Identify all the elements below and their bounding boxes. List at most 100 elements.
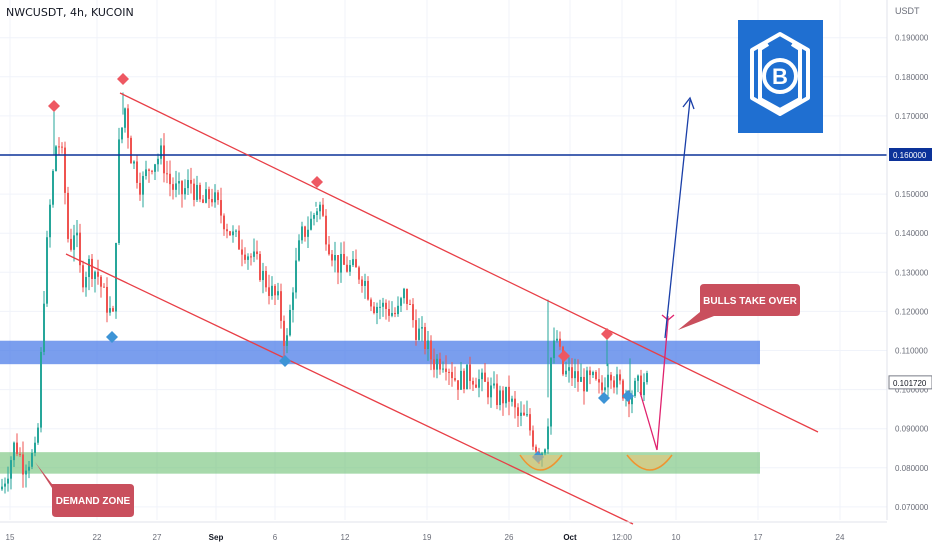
pivot-high-marker — [601, 328, 613, 340]
candle-body — [4, 483, 6, 487]
candle-body — [226, 229, 228, 232]
candle-body — [472, 380, 474, 385]
resistance-zone — [0, 340, 760, 365]
candle-body — [85, 277, 87, 288]
candle-body — [175, 183, 177, 190]
candle-body — [490, 385, 492, 398]
candle-body — [145, 169, 147, 176]
candle-body — [61, 146, 63, 148]
price-tick-label: 0.140000 — [895, 229, 929, 238]
candle-body — [301, 226, 303, 241]
candle-body — [337, 255, 339, 273]
pivot-high-marker — [117, 73, 129, 85]
bull-projection-path — [639, 319, 669, 451]
candle-body — [430, 340, 432, 360]
candle-body — [25, 470, 27, 475]
time-tick-label: 22 — [93, 533, 102, 542]
candle-body — [346, 264, 348, 272]
pivot-low-marker — [598, 392, 610, 404]
candle-body — [220, 200, 222, 216]
candle-body — [133, 161, 135, 164]
channel-lower-line — [65, 253, 634, 525]
candle-body — [31, 453, 33, 467]
candle-body — [283, 320, 285, 346]
candle-body — [565, 370, 567, 375]
current-price-label: 0.101720 — [893, 379, 927, 388]
candle-body — [403, 288, 405, 299]
candle-body — [568, 367, 570, 371]
time-axis[interactable]: 15 22 27 Sep 6 12 19 26 Oct 12:00 10 17 24 — [0, 521, 887, 542]
candle-body — [595, 371, 597, 380]
candle-body — [124, 108, 126, 128]
candle-body — [304, 226, 306, 237]
candle-body — [349, 265, 351, 272]
candle-body — [169, 173, 171, 185]
time-tick-label: Oct — [563, 533, 577, 542]
candle-body — [154, 164, 156, 172]
candle-body — [619, 374, 621, 381]
candle-body — [445, 368, 447, 372]
level-price-label: 0.160000 — [893, 151, 927, 160]
candle-body — [496, 383, 498, 406]
candle-body — [79, 232, 81, 266]
candle-body — [550, 358, 552, 427]
candle-body — [265, 270, 267, 288]
candle-body — [223, 215, 225, 230]
candle-body — [481, 372, 483, 380]
zones — [0, 340, 760, 474]
demand-zone — [0, 452, 760, 474]
candle-body — [448, 371, 450, 373]
candle-body — [130, 137, 132, 164]
candle-body — [559, 338, 561, 347]
candle-body — [331, 254, 333, 261]
candle-body — [259, 254, 261, 281]
candle-body — [601, 382, 603, 391]
candle-body — [589, 370, 591, 376]
pivot-high-marker — [48, 100, 60, 112]
candle-body — [76, 232, 78, 236]
candle-body — [196, 184, 198, 200]
candle-body — [598, 379, 600, 383]
time-tick-label: 26 — [505, 533, 514, 542]
candle-body — [229, 231, 231, 236]
candle-body — [106, 286, 108, 313]
candle-body — [70, 238, 72, 250]
candle-body — [40, 351, 42, 428]
candle-body — [457, 380, 459, 390]
candle-body — [280, 291, 282, 321]
candle-body — [526, 414, 528, 416]
candle-body — [322, 204, 324, 216]
pivot-low-marker — [622, 390, 634, 402]
candle-body — [178, 181, 180, 184]
price-tick-label: 0.170000 — [895, 112, 929, 121]
candle-body — [604, 387, 606, 391]
candle-body — [340, 253, 342, 273]
price-axis[interactable]: 0.190000 0.180000 0.170000 0.150000 0.140000… — [886, 0, 932, 550]
candle-body — [535, 446, 537, 452]
demand-zone-callout — [35, 462, 134, 517]
candle-body — [580, 376, 582, 382]
time-tick-label: 27 — [153, 533, 162, 542]
candle-body — [298, 240, 300, 261]
candle-body — [463, 370, 465, 390]
arrow-head — [682, 96, 695, 110]
candle-body — [439, 358, 441, 370]
candle-body — [43, 303, 45, 352]
candle-body — [1, 486, 3, 490]
candle-body — [199, 184, 201, 200]
candle-body — [406, 288, 408, 304]
bulls-take-over-label: BULLS TAKE OVER — [703, 296, 797, 307]
candle-body — [370, 299, 372, 307]
candle-body — [22, 454, 24, 475]
candle-body — [208, 189, 210, 200]
candle-body — [97, 271, 99, 277]
candle-body — [643, 382, 645, 396]
candle-body — [385, 302, 387, 309]
candle-body — [493, 383, 495, 386]
target-arrow-line — [664, 99, 691, 339]
candle-body — [187, 180, 189, 189]
candle-body — [160, 145, 162, 159]
price-tick-label: 0.180000 — [895, 73, 929, 82]
